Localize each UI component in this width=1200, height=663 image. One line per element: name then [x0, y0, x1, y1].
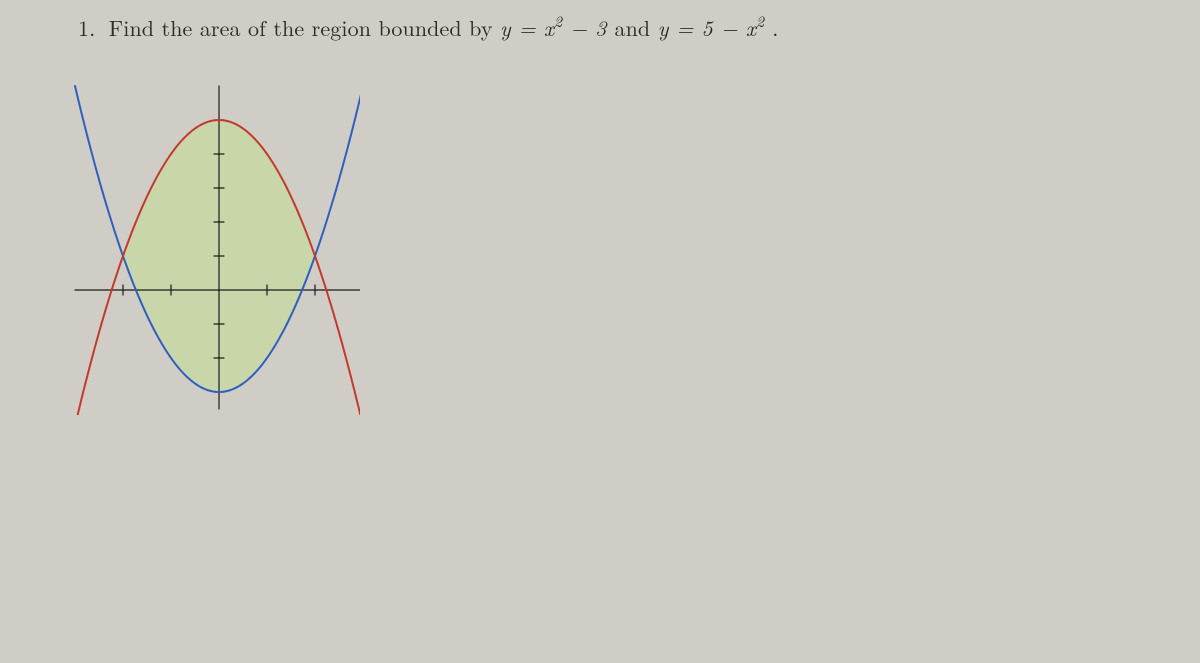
figure-container [70, 55, 360, 415]
eq1-var-y: y [500, 12, 511, 43]
eq2: y = 5 − x2 [658, 12, 773, 43]
eq2-tail: . [772, 12, 778, 43]
problem-statement: 1. Find the area of the region bounded b… [78, 12, 1160, 43]
eq1-equals: = [511, 12, 544, 43]
page-root: 1. Find the area of the region bounded b… [0, 0, 1200, 663]
prompt-prefix: Find the area of the region bounded by [109, 12, 500, 43]
eq2-equals: = 5 − [669, 12, 746, 43]
parabolas-chart [70, 55, 360, 415]
conjunction: and [615, 12, 658, 43]
problem-number: 1. [78, 12, 95, 43]
eq2-var-y: y [658, 12, 669, 43]
eq1-exp: 2 [554, 9, 562, 32]
eq2-var-x: x [746, 12, 756, 43]
eq2-exp: 2 [756, 9, 764, 32]
eq1: y = x2 − 3 [500, 12, 615, 43]
eq1-var-x: x [544, 12, 554, 43]
eq1-tail: − 3 [562, 12, 606, 43]
